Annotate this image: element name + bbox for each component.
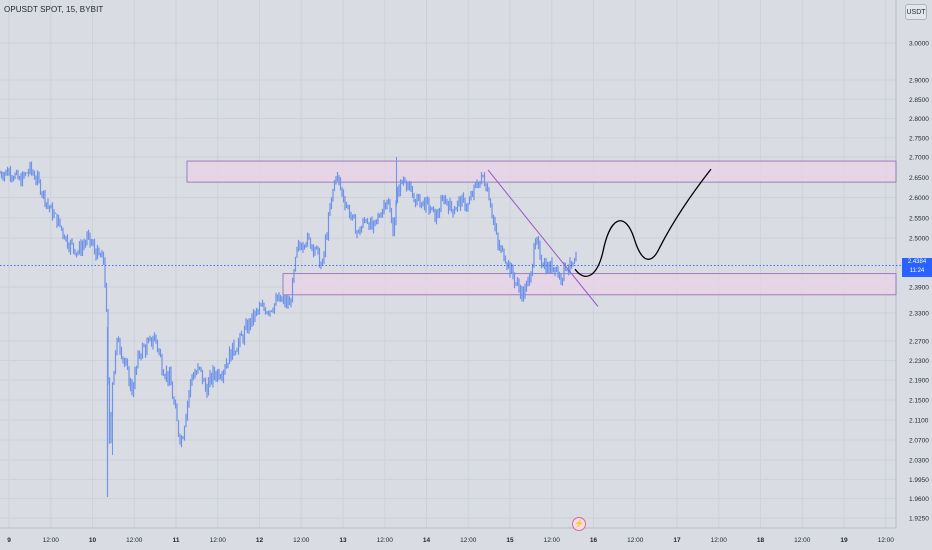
time-tick-label: 12:00 (627, 537, 644, 544)
time-tick-label: 15 (506, 537, 514, 544)
price-tick-label: 2.7500 (909, 135, 929, 142)
price-tick-label: 2.8500 (909, 97, 929, 104)
time-tick-label: 12:00 (794, 537, 811, 544)
price-tick-label: 2.5500 (909, 215, 929, 222)
resistance-zone (186, 160, 897, 183)
time-tick-label: 18 (757, 537, 765, 544)
price-tick-label: 3.0000 (909, 41, 929, 48)
time-tick-label: 12:00 (544, 537, 561, 544)
current-price-value: 2.4384 (907, 259, 927, 265)
descending-trendline (487, 169, 599, 307)
time-tick-label: 9 (7, 537, 11, 544)
price-tick-label: 2.6500 (909, 175, 929, 182)
time-tick-label: 12:00 (210, 537, 227, 544)
price-tick-label: 2.7000 (909, 155, 929, 162)
price-tick-label: 2.0300 (909, 458, 929, 465)
time-tick-label: 12:00 (460, 537, 477, 544)
price-tick-label: 1.9250 (909, 516, 929, 523)
time-tick-label: 14 (423, 537, 431, 544)
time-tick-label: 12:00 (711, 537, 728, 544)
price-tick-label: 2.5000 (909, 236, 929, 243)
price-tick-label: 2.9000 (909, 78, 929, 85)
price-tick-label: 2.6000 (909, 195, 929, 202)
time-tick-label: 11 (173, 537, 180, 544)
time-tick-label: 19 (840, 537, 848, 544)
symbol-legend: OPUSDT SPOT, 15, BYBIT (4, 5, 104, 14)
current-price-label: 2.4384 11:24 (902, 258, 932, 277)
price-tick-label: 2.1100 (909, 418, 929, 425)
time-tick-label: 10 (89, 537, 97, 544)
time-tick-label: 12:00 (293, 537, 310, 544)
price-tick-label: 1.9950 (909, 477, 929, 484)
price-tick-label: 2.2700 (909, 339, 929, 346)
support-zone (282, 273, 897, 296)
time-tick-label: 12 (256, 537, 264, 544)
lightning-icon[interactable]: ⚡ (572, 517, 586, 531)
price-tick-label: 2.1900 (909, 378, 929, 385)
projection-path (574, 168, 712, 277)
price-tick-label: 2.1500 (909, 398, 929, 405)
price-tick-label: 2.3900 (909, 285, 929, 292)
price-tick-label: 2.8000 (909, 116, 929, 123)
time-tick-label: 12:00 (126, 537, 143, 544)
time-tick-label: 12:00 (43, 537, 60, 544)
candle-series (0, 161, 577, 448)
price-tick-label: 2.0700 (909, 438, 929, 445)
time-tick-label: 12:00 (377, 537, 394, 544)
time-tick-label: 16 (590, 537, 598, 544)
price-tick-label: 2.3300 (909, 311, 929, 318)
price-tick-label: 2.2300 (909, 358, 929, 365)
price-tick-label: 1.9600 (909, 496, 929, 503)
time-tick-label: 13 (339, 537, 347, 544)
time-tick-label: 17 (673, 537, 681, 544)
time-tick-label: 12:00 (878, 537, 895, 544)
bar-countdown: 11:24 (909, 268, 925, 274)
currency-button[interactable]: USDT (905, 4, 927, 20)
